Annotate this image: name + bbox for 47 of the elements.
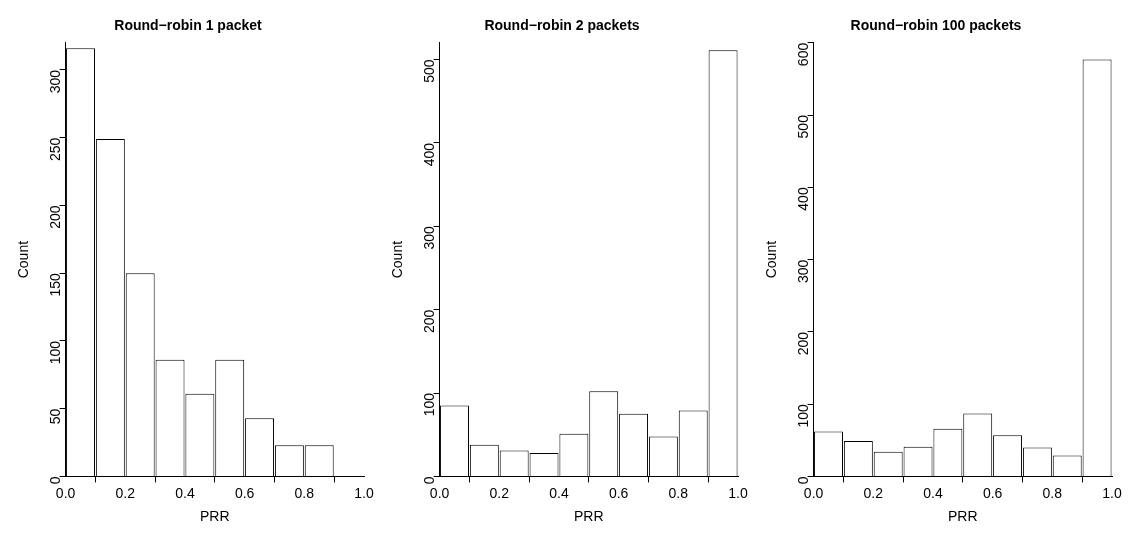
y-tick-label: 600 [795,42,812,67]
chart-title: Round−robin 2 packets [484,17,640,34]
x-tick-label: 1.0 [1102,484,1122,501]
x-tick-label: 0.6 [234,484,255,501]
y-tick-label: 200 [795,331,812,356]
y-tick-label: 300 [795,259,812,283]
x-tick-label: 0.6 [608,484,629,501]
x-axis-title: PRR [948,508,978,525]
y-tick-label: 500 [795,114,812,139]
x-tick-label: 0.2 [863,484,884,501]
y-tick-label: 0 [795,476,812,485]
x-tick-label: 0.4 [175,484,195,501]
chart-title: Round−robin 100 packets [850,17,1022,34]
x-tick-label: 0.0 [803,484,824,501]
y-tick-label: 300 [47,69,64,94]
x-tick-label: 0.0 [55,484,76,501]
y-tick-label: 250 [47,137,64,162]
y-tick-label: 200 [47,205,64,229]
x-axis-title: PRR [574,508,604,525]
y-tick-label: 100 [421,392,438,417]
y-tick-label: 100 [47,340,64,365]
x-tick-label: 0.6 [982,484,1003,501]
y-axis-title: Count [389,240,406,279]
x-tick-label: 0.8 [668,484,689,501]
y-tick-label: 300 [421,226,438,250]
x-axis-title: PRR [200,508,230,525]
y-tick-label: 400 [421,142,438,167]
x-tick-label: 0.4 [549,484,569,501]
x-tick-label: 1.0 [354,484,374,501]
x-tick-label: 0.8 [294,484,315,501]
y-tick-label: 400 [795,187,812,211]
y-tick-label: 500 [421,59,438,83]
y-tick-label: 150 [47,272,64,297]
x-tick-label: 0.2 [489,484,510,501]
x-tick-label: 1.0 [728,484,748,501]
y-tick-label: 100 [795,403,812,428]
x-tick-label: 0.4 [923,484,943,501]
x-tick-label: 0.8 [1042,484,1063,501]
x-tick-label: 0.2 [115,484,136,501]
y-axis-title: Count [15,240,32,279]
y-tick-label: 50 [47,408,64,425]
chart-title: Round−robin 1 packet [114,17,263,34]
y-tick-label: 0 [47,476,64,485]
y-tick-label: 200 [421,309,438,333]
x-tick-label: 0.0 [429,484,450,501]
y-axis-title: Count [763,240,780,279]
y-tick-label: 0 [421,476,438,485]
